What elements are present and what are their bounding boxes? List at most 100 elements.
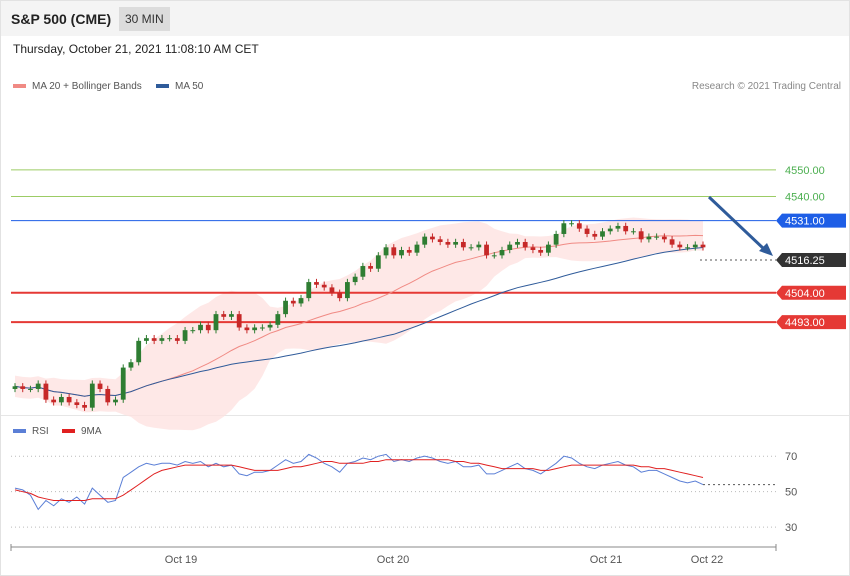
candle-body [337,292,343,299]
legend-ma20-label: MA 20 + Bollinger Bands [32,81,142,92]
candle-body [507,244,513,250]
rsi-gridlabel-0: 70 [785,451,797,463]
rsi-line [14,453,704,511]
level-label-3: 4516.25 [785,255,825,267]
candle-body [43,383,49,400]
candle-body [592,233,598,237]
candle-body [120,367,126,400]
candle-body [221,314,227,317]
candle-body [576,223,582,229]
candle-body [383,247,389,256]
candle-body [151,338,157,341]
candle-body [236,314,242,328]
candle-body [399,250,404,256]
legend-ma50-label: MA 50 [175,81,204,92]
candle-body [615,225,621,229]
9ma-swatch [62,429,75,434]
candle-body [638,231,644,240]
candle-body [422,236,428,245]
candle-body [414,244,420,253]
candle-body [306,282,312,299]
ma50-line [14,247,704,397]
level-tag-2 [776,213,846,228]
level-label-2: 4531.00 [785,216,825,228]
candle-body [97,383,103,389]
ma20-swatch [13,84,26,89]
candle-body [685,247,690,249]
candle-body [522,241,528,248]
candle-body [515,241,520,245]
candle-body [205,324,211,331]
candle-body [58,396,64,403]
candle-body [430,236,435,240]
candle-body [12,386,18,389]
level-tag-4 [776,285,846,300]
candle-body [136,340,142,363]
rsi-9ma-line [14,459,704,501]
candle-body [283,300,288,315]
candle-body [267,324,273,328]
candle-body [66,396,72,403]
candle-body [28,388,33,390]
candle-body [561,223,567,234]
x-tick-label-2: Oct 21 [590,554,622,566]
candle-body [584,228,590,234]
level-label-5: 4493.00 [785,317,825,329]
candle-body [692,244,698,248]
candle-body [569,223,574,225]
candle-body [290,300,296,304]
legend-ma20: MA 20 + Bollinger Bands [13,81,142,92]
copyright-text: Research © 2021 Trading Central [691,81,841,92]
candle-body [623,225,629,232]
candle-body [20,386,26,389]
level-label-0: 4550.00 [785,165,825,177]
candle-body [198,324,203,331]
candle-body [244,327,250,331]
candle-body [345,282,350,299]
candle-body [499,250,505,256]
candle-body [476,244,482,248]
candle-body [545,244,551,253]
candle-body [74,402,80,405]
candle-body [321,284,327,288]
candle-body [437,239,443,242]
candle-body [174,338,180,341]
x-tick-label-3: Oct 22 [691,554,723,566]
candle-body [314,282,319,285]
level-label-1: 4540.00 [785,192,825,204]
level-tag-3 [776,253,846,268]
chart-title: S&P 500 (CME) [11,11,112,27]
candle-body [406,250,412,253]
candle-body [252,327,258,331]
candle-body [298,298,304,304]
rsi-gridlabel-2: 30 [785,522,797,534]
ma50-swatch [156,84,169,89]
candle-body [213,314,219,331]
candle-body [445,241,451,245]
candle-body [654,236,660,238]
timeframe-badge[interactable]: 30 MIN [119,7,170,31]
candle-body [607,228,613,232]
candle-body [229,314,234,317]
legend-9ma-label: 9MA [81,426,102,437]
candle-body [677,244,683,248]
candle-body [360,266,366,277]
level-tag-5 [776,315,846,330]
candle-body [484,244,489,256]
candle-body [89,383,95,408]
panel-separator [1,415,849,416]
legend-rsi-label: RSI [32,426,49,437]
candle-body [167,338,173,340]
candle-body [538,250,544,253]
rsi-gridlabel-1: 50 [785,487,797,499]
candle-body [453,241,459,245]
candle-body [35,383,41,389]
candle-body [700,244,706,248]
candle-body [368,266,373,269]
candle-body [460,241,466,248]
x-tick-label-0: Oct 19 [165,554,197,566]
legend-rsi: RSI [13,426,49,437]
candle-body [375,255,381,269]
candle-body [553,233,559,245]
